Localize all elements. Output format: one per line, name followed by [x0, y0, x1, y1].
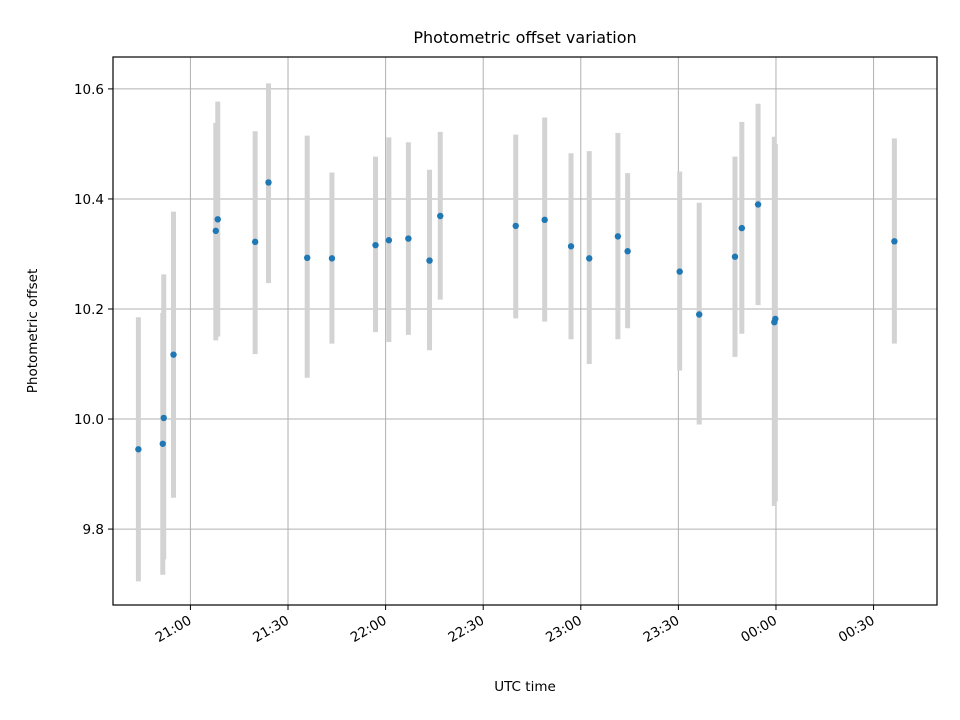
data-point: [772, 315, 779, 323]
data-point: [624, 248, 631, 255]
data-point: [696, 311, 703, 318]
data-point: [214, 216, 221, 223]
data-point: [212, 227, 219, 235]
data-point: [614, 233, 622, 240]
data-point: [265, 179, 272, 186]
y-tick-label: 10.0: [74, 412, 104, 428]
data-points: [135, 179, 898, 453]
data-point: [405, 235, 412, 242]
data-point: [891, 238, 898, 245]
y-tick-label: 10.6: [74, 82, 104, 98]
y-tick-label: 10.4: [74, 192, 104, 208]
data-point: [567, 243, 575, 250]
data-point: [372, 241, 379, 249]
data-point: [541, 216, 548, 224]
data-point: [731, 253, 739, 260]
data-point: [437, 212, 444, 220]
data-point: [426, 257, 433, 264]
plot-frame: [112, 56, 938, 606]
y-axis-ticks: 9.8 10.0 10.2 10.4 10.6: [74, 82, 113, 538]
y-tick-label: 10.2: [74, 302, 104, 318]
data-point: [304, 254, 311, 262]
data-point: [135, 446, 142, 453]
data-point: [586, 255, 593, 262]
data-point: [754, 201, 762, 208]
data-point: [170, 351, 177, 358]
y-tick-label: 9.8: [83, 522, 104, 538]
data-point: [512, 222, 519, 230]
x-axis-label: UTC time: [494, 679, 556, 695]
data-point: [738, 224, 746, 232]
data-point: [159, 440, 166, 447]
chart-title: Photometric offset variation: [413, 28, 636, 47]
data-point: [160, 414, 167, 422]
data-point: [251, 238, 259, 246]
data-point: [328, 255, 336, 262]
data-point: [385, 237, 393, 244]
y-axis-label: Photometric offset: [25, 269, 41, 393]
data-point: [676, 268, 683, 275]
